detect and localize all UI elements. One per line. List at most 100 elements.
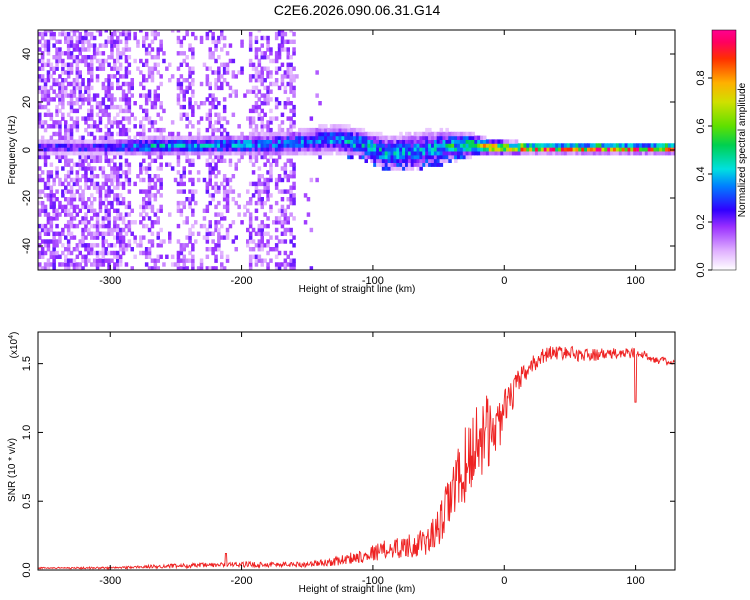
spectrogram-cell bbox=[40, 78, 45, 83]
spectrogram-cell bbox=[66, 212, 71, 217]
spectrogram-cell bbox=[69, 143, 74, 148]
spectrogram-cell bbox=[584, 147, 588, 152]
spectrogram-cell bbox=[64, 262, 68, 267]
spectrogram-cell bbox=[87, 154, 91, 160]
spectrogram-cell bbox=[176, 139, 181, 144]
spectrogram-cell bbox=[289, 81, 293, 87]
spectrogram-cell bbox=[55, 250, 59, 256]
spectrogram-cell bbox=[139, 93, 143, 98]
spectrogram-cell bbox=[240, 131, 244, 137]
spectrogram-cell bbox=[66, 39, 71, 44]
spectrogram-cell bbox=[75, 262, 80, 267]
spectrogram-cell bbox=[49, 116, 54, 121]
spectrogram-cell bbox=[179, 62, 184, 67]
spectrogram-cell bbox=[144, 93, 149, 98]
spectrogram-cell bbox=[274, 266, 279, 270]
spectrogram-cell bbox=[95, 227, 100, 233]
spectrogram-cell bbox=[405, 154, 409, 160]
spectrogram-cell bbox=[87, 81, 91, 87]
spectrogram-cell bbox=[118, 212, 123, 217]
spectrogram-cell bbox=[269, 258, 273, 263]
spectrogram-cell bbox=[260, 247, 264, 252]
spectrogram-cell bbox=[448, 139, 452, 144]
spectrogram-cell bbox=[214, 147, 218, 152]
spectrogram-cell bbox=[286, 174, 290, 179]
spectrogram-cell bbox=[84, 170, 88, 175]
spectrogram-cell bbox=[315, 70, 319, 75]
spectrogram-cell bbox=[90, 78, 94, 83]
spectrogram-cell bbox=[104, 112, 108, 117]
spectrogram-cell bbox=[107, 216, 111, 221]
spectrogram-cell bbox=[179, 104, 184, 110]
spectrogram-cell bbox=[61, 85, 65, 91]
spectrogram-cell bbox=[116, 170, 120, 175]
spectrogram-cell bbox=[277, 139, 282, 144]
spectrogram-cell bbox=[78, 35, 82, 41]
spectrogram-cell bbox=[428, 151, 432, 156]
spectrogram-cell bbox=[69, 70, 74, 75]
spectrogram-cell bbox=[121, 197, 126, 202]
spectrogram-cell bbox=[61, 104, 65, 110]
spectrogram-cell bbox=[46, 97, 51, 102]
spectrogram-cell bbox=[260, 101, 264, 106]
spectrogram-cell bbox=[43, 262, 48, 267]
spectrogram-cell bbox=[116, 151, 120, 156]
spectrogram-cell bbox=[208, 116, 212, 121]
spectrogram-cell bbox=[127, 101, 132, 106]
spectrogram-cell bbox=[104, 78, 108, 83]
spectrogram-cell bbox=[263, 35, 267, 41]
spectrogram-cell bbox=[514, 147, 519, 152]
spectrogram-cell bbox=[84, 235, 88, 240]
spectrogram-cell bbox=[604, 147, 608, 152]
spectrogram-cell bbox=[243, 151, 247, 156]
spectrogram-cell bbox=[248, 39, 253, 44]
spectrogram-cell bbox=[133, 181, 137, 187]
spectrogram-cell bbox=[43, 223, 48, 229]
spectrogram-cell bbox=[283, 239, 288, 244]
spectrogram-cell bbox=[55, 66, 59, 71]
spectrogram-cell bbox=[211, 55, 215, 60]
spectrogram-cell bbox=[248, 158, 253, 163]
spectrogram-cell bbox=[196, 135, 201, 140]
spectrogram-cell bbox=[49, 147, 54, 152]
spectrogram-cell bbox=[289, 89, 293, 94]
spectrogram-cell bbox=[248, 74, 253, 79]
spectrogram-cell bbox=[118, 51, 123, 56]
spectrogram-cell bbox=[517, 147, 522, 152]
spectrogram-cell bbox=[413, 143, 418, 148]
spectrogram-cell bbox=[159, 101, 163, 106]
spectrogram-cell bbox=[214, 85, 218, 91]
spectrogram-cell bbox=[459, 143, 464, 148]
spectrogram-cell bbox=[263, 101, 267, 106]
spectrogram-cell bbox=[280, 31, 285, 37]
spectrogram-cell bbox=[92, 147, 97, 152]
spectrogram-cell bbox=[113, 223, 117, 229]
spectrogram-cell bbox=[72, 120, 77, 125]
spectrogram-cell bbox=[121, 143, 126, 148]
spectrogram-cell bbox=[248, 43, 253, 48]
spectrogram-cell bbox=[431, 147, 435, 152]
spectrogram-cell bbox=[292, 47, 296, 52]
spectrogram-cell bbox=[214, 120, 218, 125]
spectrogram-cell bbox=[272, 247, 276, 252]
spectrogram-cell bbox=[234, 151, 238, 156]
spectrogram-cell bbox=[84, 262, 88, 267]
spectrogram-cell bbox=[621, 147, 626, 152]
spectrogram-cell bbox=[46, 51, 51, 56]
spectrogram-cell bbox=[144, 193, 149, 198]
spectrogram-cell bbox=[46, 177, 51, 183]
spectrogram-cell bbox=[156, 143, 160, 148]
spectrogram-cell bbox=[38, 154, 42, 160]
spectrogram-cell bbox=[69, 101, 74, 106]
spectrogram-cell bbox=[159, 147, 163, 152]
spectrogram-cell bbox=[289, 66, 293, 71]
spectrogram-cell bbox=[283, 139, 288, 144]
spectrogram-cell bbox=[509, 143, 513, 148]
spectrogram-cell bbox=[370, 135, 374, 140]
spectrogram-cell bbox=[274, 254, 279, 259]
spectrogram-cell bbox=[191, 223, 195, 229]
spectrogram-cell bbox=[572, 143, 577, 148]
spectrogram-cell bbox=[113, 177, 117, 183]
spectrogram-cell bbox=[81, 158, 85, 163]
